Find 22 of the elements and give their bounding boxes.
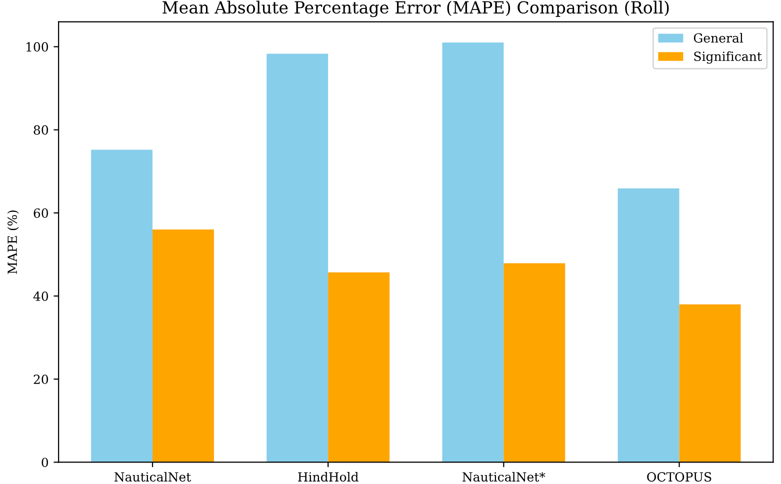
bar (504, 263, 566, 462)
legend-label: General (694, 33, 744, 43)
y-tick-label: 0 (42, 458, 48, 468)
y-tick-label: 80 (34, 125, 48, 135)
x-tick-label: NauticalNet* (462, 472, 546, 482)
x-tick-label: OCTOPUS (647, 472, 712, 482)
bar (679, 304, 741, 462)
bar (618, 188, 680, 462)
bar (91, 150, 153, 462)
chart-title: Mean Absolute Percentage Error (MAPE) Comparison (Roll) (162, 0, 669, 18)
y-tick-label: 100 (26, 42, 48, 52)
bar (442, 42, 504, 462)
x-tick-label: NauticalNet (114, 472, 192, 482)
x-tick-label: HindHold (298, 472, 358, 482)
bar (328, 272, 390, 462)
y-tick-label: 20 (34, 374, 48, 384)
bar (266, 54, 328, 462)
legend-label: Significant (694, 51, 762, 64)
y-tick-label: 40 (33, 291, 48, 301)
bar (152, 230, 214, 462)
y-tick-label: 60 (34, 208, 48, 218)
y-axis-title: MAPE (%) (7, 210, 19, 274)
